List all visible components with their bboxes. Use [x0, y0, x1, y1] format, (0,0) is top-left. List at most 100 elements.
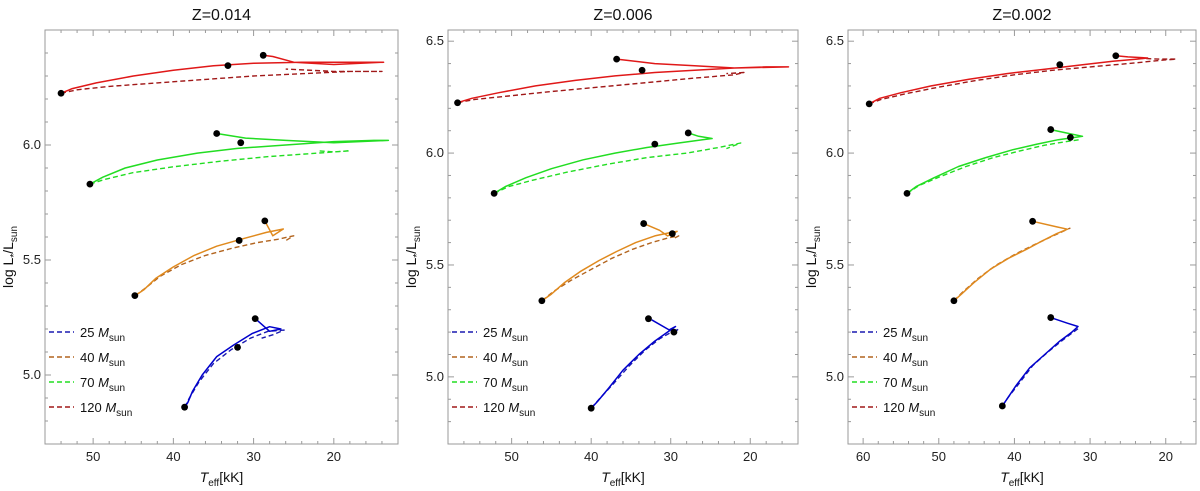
track-dashed-25 [183, 329, 285, 408]
track-marker-120 [259, 51, 267, 59]
track-marker-40 [950, 297, 958, 305]
plot-area [57, 51, 390, 411]
track-marker-25 [181, 403, 188, 411]
track-marker-70 [903, 189, 911, 197]
x-axis-label: Teff[kK] [200, 469, 244, 489]
plot-frame [847, 29, 1197, 445]
track-marker-70 [1067, 134, 1074, 141]
x-axis-label: Teff[kK] [601, 469, 645, 489]
track-marker-25 [645, 315, 652, 323]
track-solid-25 [1001, 316, 1079, 407]
track-dashed-40 [134, 235, 295, 297]
x-tick-label: 40 [166, 449, 180, 464]
track-solid-40 [134, 220, 285, 297]
track-marker-70 [213, 130, 221, 137]
y-tick-label: 5.5 [826, 257, 844, 272]
panel-2: 50 40 30 20 5.0 5.5 6.0 6.5 Z=0.006 Teff[kK] log L… [403, 7, 799, 489]
track-marker-70 [86, 180, 94, 188]
track-marker-40 [131, 292, 139, 300]
x-tick-label: 50 [86, 449, 100, 464]
track-dashed-25 [1001, 327, 1080, 407]
track-solid-25 [590, 319, 677, 409]
x-axis-label: Teff[kK] [1000, 469, 1044, 489]
track-solid-25 [183, 318, 282, 408]
track-solid-120 [457, 58, 790, 104]
track-dashed-120 [457, 71, 745, 104]
legend-label-120: 120 Msun [483, 400, 535, 419]
track-dashed-25 [590, 328, 680, 409]
track-marker-40 [261, 217, 269, 225]
track-marker-120 [57, 89, 65, 97]
x-tick-label: 30 [663, 449, 677, 464]
y-tick-label: 6.5 [826, 33, 844, 48]
legend-label-120: 120 Msun [80, 400, 132, 419]
track-solid-120 [868, 54, 1149, 105]
track-marker-40 [538, 297, 546, 305]
track-solid-40 [953, 220, 1069, 302]
y-tick-label: 5.0 [426, 369, 444, 384]
track-marker-25 [998, 402, 1006, 410]
y-tick-label: 5.5 [426, 257, 444, 272]
track-solid-40 [541, 222, 678, 302]
track-marker-120 [1056, 61, 1064, 69]
legend-label-40: 40 Msun [883, 350, 928, 369]
track-solid-70 [493, 132, 713, 195]
legend-label-70: 70 Msun [483, 375, 528, 394]
panel-1: 50 40 30 20 5.0 5.5 6.0 Z=0.014 Teff[kK] log L*/L… [0, 7, 399, 489]
track-marker-120 [454, 99, 461, 107]
y-axis-label: log L*/Lsun [803, 226, 823, 288]
panel-3: 60 50 40 30 20 5.0 5.5 6.0 6.5 Z=0.002 Teff[kK] log… [803, 7, 1197, 489]
track-solid-70 [906, 128, 1084, 195]
track-dashed-70 [906, 139, 1080, 194]
legend-label-25: 25 Msun [883, 325, 928, 344]
track-marker-40 [640, 220, 648, 227]
track-solid-120 [60, 54, 385, 94]
track-marker-40 [1029, 217, 1036, 225]
track-marker-25 [670, 328, 678, 336]
x-tick-label: 20 [327, 449, 341, 464]
track-dashed-40 [541, 235, 680, 302]
x-tick-label: 60 [856, 449, 870, 464]
track-marker-40 [668, 230, 676, 238]
panel-title: Z=0.014 [192, 7, 251, 24]
legend-label-70: 70 Msun [80, 375, 125, 394]
y-tick-label: 5.0 [23, 367, 41, 382]
plot-area [865, 52, 1177, 410]
x-tick-label: 20 [1159, 449, 1173, 464]
plot-area [454, 55, 790, 412]
track-marker-40 [235, 237, 243, 244]
track-marker-70 [490, 189, 498, 197]
x-tick-label: 50 [504, 449, 518, 464]
track-marker-25 [1047, 314, 1055, 321]
x-tick-label: 20 [743, 449, 757, 464]
x-tick-label: 30 [246, 449, 260, 464]
y-axis-label: log L*/Lsun [403, 226, 423, 288]
y-tick-label: 5.5 [23, 252, 41, 267]
legend-label-25: 25 Msun [483, 325, 528, 344]
x-tick-label: 40 [1007, 449, 1021, 464]
legend-label-120: 120 Msun [883, 400, 935, 419]
y-axis-label: log L*/Lsun [0, 226, 20, 288]
track-marker-25 [587, 404, 595, 412]
x-tick-label: 30 [1083, 449, 1097, 464]
panel-title: Z=0.006 [593, 7, 652, 24]
track-marker-120 [638, 66, 646, 74]
track-marker-120 [224, 62, 232, 70]
legend-label-40: 40 Msun [80, 350, 125, 369]
y-tick-label: 6.0 [23, 137, 41, 152]
track-dashed-120 [60, 68, 383, 94]
panel-title: Z=0.002 [992, 7, 1051, 24]
y-tick-label: 6.0 [426, 145, 444, 160]
x-tick-label: 40 [584, 449, 598, 464]
legend-label-70: 70 Msun [883, 375, 928, 394]
track-dashed-120 [868, 57, 1177, 105]
track-marker-120 [865, 100, 873, 108]
track-dashed-70 [493, 142, 742, 195]
y-tick-label: 6.0 [826, 145, 844, 160]
y-tick-label: 6.5 [426, 33, 444, 48]
x-tick-label: 50 [932, 449, 946, 464]
legend-label-25: 25 Msun [80, 325, 125, 344]
track-marker-70 [237, 139, 245, 147]
y-tick-label: 5.0 [826, 369, 844, 384]
